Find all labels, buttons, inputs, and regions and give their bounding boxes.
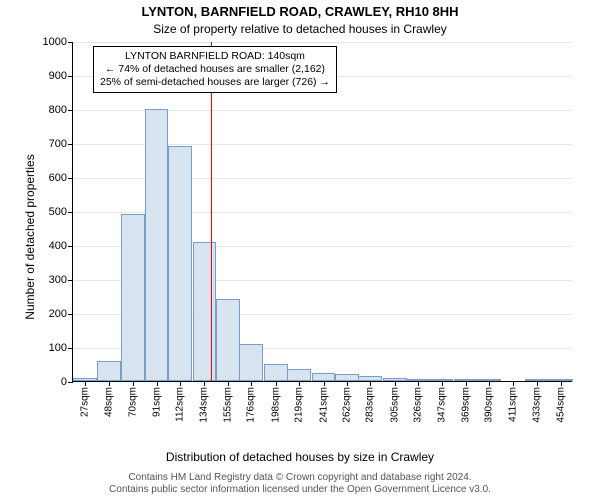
y-tick-label: 100 — [49, 342, 67, 354]
y-tick-label: 900 — [49, 70, 67, 82]
histogram-bar — [239, 344, 263, 381]
footer-line-2: Contains public sector information licen… — [109, 484, 491, 495]
chart-title-sub: Size of property relative to detached ho… — [0, 22, 600, 36]
x-tick-label: 454sqm — [555, 387, 566, 423]
x-tick-label: 198sqm — [270, 387, 281, 423]
histogram-bar — [264, 364, 288, 381]
y-tick-label: 1000 — [43, 36, 67, 48]
x-tick-label: 347sqm — [436, 387, 447, 423]
x-tick-label: 241sqm — [318, 387, 329, 423]
chart-title-main: LYNTON, BARNFIELD ROAD, CRAWLEY, RH10 8H… — [0, 4, 600, 19]
footer-line-1: Contains HM Land Registry data © Crown c… — [128, 472, 471, 483]
y-axis-label: Number of detached properties — [23, 137, 37, 337]
x-axis-label: Distribution of detached houses by size … — [0, 450, 600, 464]
histogram-bar — [335, 374, 359, 381]
histogram-bar — [287, 369, 311, 381]
y-tick-label: 0 — [61, 376, 67, 388]
histogram-bar — [121, 214, 145, 381]
histogram-bar — [312, 373, 336, 382]
x-tick-label: 70sqm — [128, 387, 139, 417]
histogram-bar — [216, 299, 240, 381]
histogram-bar — [193, 242, 217, 381]
x-tick-label: 411sqm — [507, 387, 518, 422]
x-tick-label: 262sqm — [341, 387, 352, 423]
y-tick-label: 500 — [49, 206, 67, 218]
x-tick-label: 326sqm — [413, 387, 424, 423]
x-tick-label: 27sqm — [80, 387, 91, 417]
annotation-line-2: ← 74% of detached houses are smaller (2,… — [100, 63, 330, 76]
y-tick-label: 800 — [49, 104, 67, 116]
histogram-plot: 0100200300400500600700800900100027sqm48s… — [72, 42, 572, 382]
x-tick-label: 219sqm — [294, 387, 305, 423]
x-tick-label: 176sqm — [246, 387, 257, 423]
x-tick-label: 390sqm — [484, 387, 495, 423]
x-tick-label: 283sqm — [365, 387, 376, 423]
x-tick-label: 155sqm — [222, 387, 233, 423]
histogram-bar — [97, 361, 121, 381]
x-tick-label: 112sqm — [174, 387, 185, 422]
histogram-bar — [168, 146, 192, 381]
annotation-line-1: LYNTON BARNFIELD ROAD: 140sqm — [100, 50, 330, 63]
y-tick-label: 300 — [49, 274, 67, 286]
x-tick-label: 134sqm — [199, 387, 210, 423]
annotation-box: LYNTON BARNFIELD ROAD: 140sqm ← 74% of d… — [93, 46, 337, 93]
y-tick-label: 700 — [49, 138, 67, 150]
x-tick-label: 48sqm — [103, 387, 114, 417]
annotation-line-3: 25% of semi-detached houses are larger (… — [100, 76, 330, 89]
footer-attribution: Contains HM Land Registry data © Crown c… — [0, 472, 600, 496]
x-tick-label: 305sqm — [389, 387, 400, 423]
y-tick-label: 200 — [49, 308, 67, 320]
x-tick-label: 433sqm — [532, 387, 543, 423]
x-tick-label: 369sqm — [461, 387, 472, 423]
y-tick-label: 600 — [49, 172, 67, 184]
x-tick-label: 91sqm — [151, 387, 162, 417]
y-tick-label: 400 — [49, 240, 67, 252]
histogram-bar — [145, 109, 169, 381]
